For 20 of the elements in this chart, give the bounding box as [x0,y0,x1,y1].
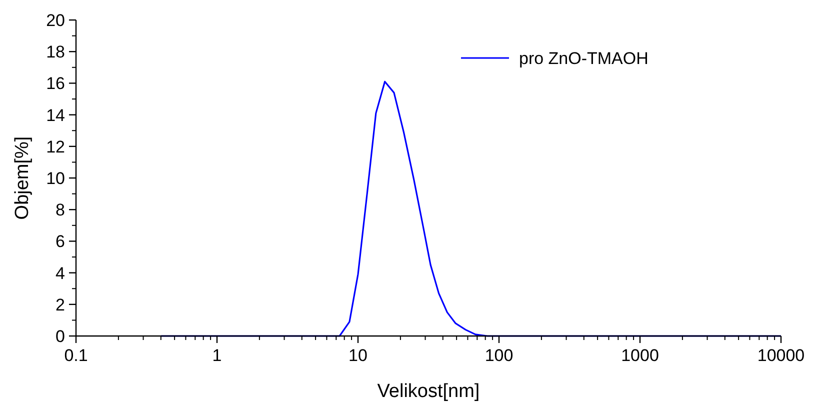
x-tick-label: 0.1 [64,346,88,365]
y-tick-label: 14 [46,106,65,125]
x-tick-label: 1000 [621,346,659,365]
y-tick-label: 2 [56,295,65,314]
x-axis-title: Velikost[nm] [377,381,480,402]
y-axis-title: Objem[%] [12,136,33,220]
y-tick-label: 18 [46,42,65,62]
x-tick-label: 1 [212,346,222,365]
x-tick-label: 100 [484,346,514,365]
y-tick-label: 12 [46,137,65,156]
x-tick-label: 10 [348,346,368,365]
y-tick-label: 16 [46,74,65,94]
y-tick-label: 8 [56,200,65,220]
y-tick-label: 6 [56,232,65,252]
y-tick-label: 10 [46,168,65,188]
y-tick-label: 0 [56,326,65,346]
y-tick-label: 4 [56,264,65,283]
x-tick-label: 10000 [757,346,805,365]
legend-label: pro ZnO-TMAOH [519,48,648,68]
y-tick-label: 20 [46,10,65,30]
